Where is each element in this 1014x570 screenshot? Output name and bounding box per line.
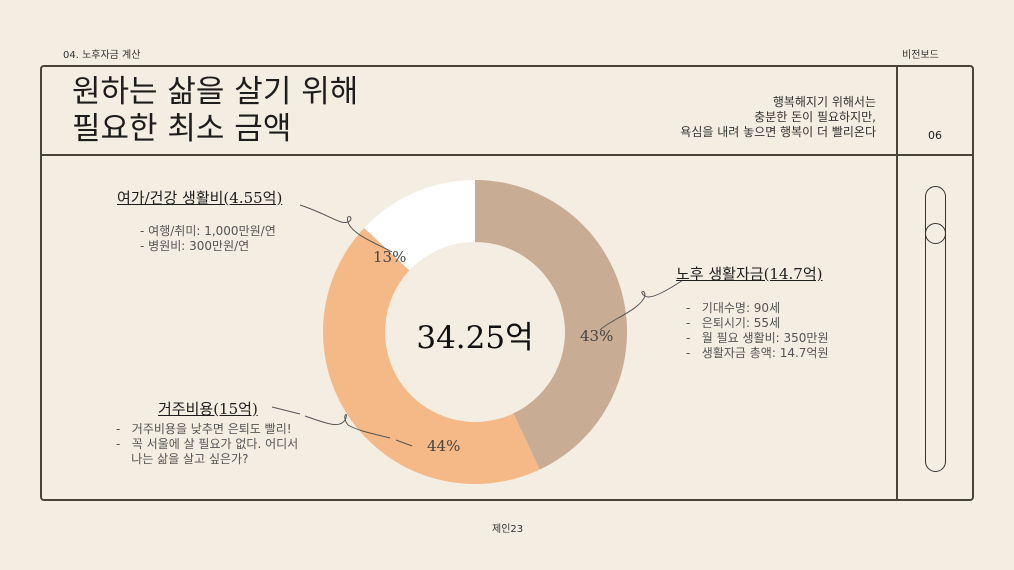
note-item: - 여행/취미: 1,000만원/연 bbox=[140, 224, 276, 238]
legend-heading-leisure: 여가/건강 생활비(4.55억) bbox=[117, 189, 283, 207]
leader-line-retirement bbox=[599, 279, 684, 331]
scrollbar-track[interactable] bbox=[925, 186, 946, 472]
quote: 행복해지기 위해서는 충분한 돈이 필요하지만, 욕심을 내려 놓으면 행복이 … bbox=[680, 95, 876, 140]
scrollbar-thumb[interactable] bbox=[925, 223, 946, 244]
section-label: 04. 노후자금 계산 bbox=[63, 50, 141, 61]
brand-label: 비전보드 bbox=[902, 50, 939, 61]
note-item: 나는 삶을 살고 싶은가? bbox=[131, 452, 249, 466]
legend-notes-leisure: - 여행/취미: 1,000만원/연 - 병원비: 300만원/연 bbox=[140, 224, 276, 254]
slice-label-housing: 44% bbox=[427, 437, 461, 455]
slice-label-retirement: 43% bbox=[580, 327, 614, 345]
note-item: - 은퇴시기: 55세 bbox=[686, 316, 781, 330]
note-item: - 기대수명: 90세 bbox=[686, 301, 781, 315]
quote-line: 욕심을 내려 놓으면 행복이 더 빨리온다 bbox=[680, 125, 876, 139]
quote-line: 행복해지기 위해서는 bbox=[772, 95, 876, 109]
note-item: - 생활자금 총액: 14.7억원 bbox=[686, 346, 829, 360]
leader-line-leisure bbox=[299, 204, 393, 253]
footer-author: 제인23 bbox=[492, 524, 524, 535]
leader-line-housing bbox=[271, 406, 413, 447]
note-item: - 꼭 서울에 살 필요가 없다. 어디서 bbox=[116, 437, 299, 451]
content-frame bbox=[40, 65, 974, 501]
note-item: - 병원비: 300만원/연 bbox=[140, 239, 250, 253]
legend-notes-retirement: - 기대수명: 90세 - 은퇴시기: 55세 - 월 필요 생활비: 350만… bbox=[686, 301, 829, 361]
slice-label-leisure: 13% bbox=[373, 248, 407, 266]
page-number: 06 bbox=[928, 129, 942, 142]
header-divider bbox=[40, 154, 974, 156]
legend-heading-retirement: 노후 생활자금(14.7억) bbox=[676, 265, 823, 283]
donut-slice-leisure bbox=[364, 180, 475, 271]
title-line-1: 원하는 삶을 살기 위해 bbox=[72, 74, 359, 110]
donut-center-total: 34.25억 bbox=[416, 320, 534, 356]
donut-slice-retirement bbox=[475, 180, 627, 470]
page-title: 원하는 삶을 살기 위해 필요한 최소 금액 bbox=[72, 74, 358, 148]
donut-slice-housing bbox=[322, 227, 540, 485]
legend-notes-housing: - 거주비용을 낮추면 은퇴도 빨리! - 꼭 서울에 살 필요가 없다. 어디… bbox=[116, 422, 298, 467]
quote-line: 충분한 돈이 필요하지만, bbox=[754, 110, 876, 124]
note-item: - 월 필요 생활비: 350만원 bbox=[686, 331, 829, 345]
legend-heading-housing: 거주비용(15억) bbox=[158, 400, 258, 418]
sidebar-divider bbox=[896, 65, 898, 501]
note-item: - 거주비용을 낮추면 은퇴도 빨리! bbox=[116, 422, 292, 436]
title-line-2: 필요한 최소 금액 bbox=[72, 111, 292, 147]
